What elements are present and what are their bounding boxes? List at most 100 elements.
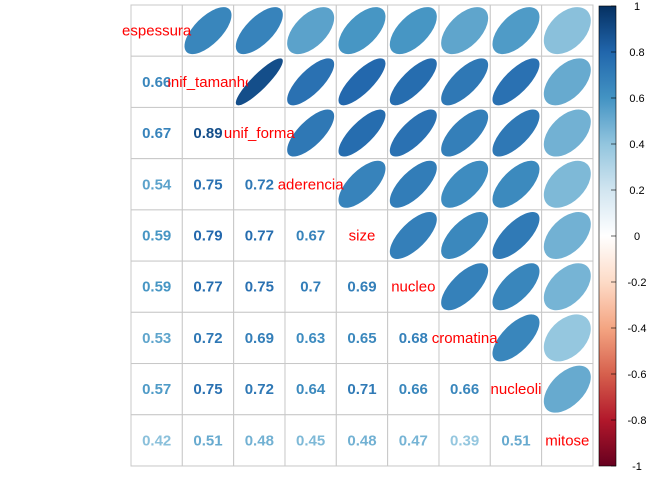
cell xyxy=(130,363,183,416)
cell xyxy=(284,414,337,467)
correlation-value: 0.39 xyxy=(450,432,479,449)
cell xyxy=(130,158,183,211)
correlation-value: 0.72 xyxy=(245,176,274,193)
correlation-ellipse xyxy=(441,211,489,259)
correlation-value: 0.75 xyxy=(193,176,222,193)
cell xyxy=(181,311,235,365)
colorbar-tick-label: -0.8 xyxy=(628,415,647,427)
cell xyxy=(438,311,491,365)
cell xyxy=(130,4,183,57)
correlation-ellipse xyxy=(338,7,386,55)
cell xyxy=(335,311,389,365)
correlation-value: 0.54 xyxy=(142,176,172,193)
correlation-value: 0.65 xyxy=(347,330,376,347)
cell xyxy=(233,209,286,262)
correlation-value: 0.69 xyxy=(347,279,376,296)
correlation-ellipse xyxy=(389,109,437,157)
variable-label: size xyxy=(349,227,376,244)
correlation-value: 0.64 xyxy=(296,381,326,398)
cell xyxy=(541,414,594,467)
cell xyxy=(130,311,183,365)
colorbar-tick-label: -0.4 xyxy=(628,323,647,335)
correlation-value: 0.66 xyxy=(450,381,479,398)
correlation-ellipse xyxy=(441,160,489,208)
correlation-ellipse xyxy=(441,58,489,106)
correlation-ellipse xyxy=(492,211,540,259)
correlation-value: 0.59 xyxy=(142,279,171,296)
correlation-ellipse xyxy=(235,7,283,55)
correlation-value: 0.59 xyxy=(142,227,171,244)
cell xyxy=(387,363,440,416)
correlation-value: 0.68 xyxy=(399,330,428,347)
correlation-ellipse xyxy=(492,263,540,311)
variable-label: mitose xyxy=(545,432,589,449)
colorbar-tick-label: 0.4 xyxy=(629,139,644,151)
correlation-ellipse xyxy=(441,109,489,157)
cell xyxy=(130,55,183,108)
correlation-value: 0.79 xyxy=(193,227,222,244)
correlation-value: 0.89 xyxy=(193,125,222,142)
correlation-value: 0.51 xyxy=(193,432,222,449)
correlation-ellipse xyxy=(543,58,591,106)
correlation-ellipse xyxy=(338,58,386,106)
cell xyxy=(284,209,337,262)
correlation-marks: 0.66 0.67 0.89 0.54 0.75 0.72 0.59 0.79 0.77 0.67… xyxy=(142,7,591,449)
colorbar: 1 0.8 0.6 0.4 0.2 0 -0.2 -0.4 -0.6 -0.8 -1 xyxy=(598,1,647,473)
correlation-value: 0.48 xyxy=(347,432,376,449)
correlation-value: 0.66 xyxy=(399,381,428,398)
colorbar-tick-label: -0.6 xyxy=(628,369,647,381)
correlation-ellipse xyxy=(338,160,386,208)
cell xyxy=(335,414,389,467)
diagonal-labels: espessura unif_tamanho unif_forma aderencia… xyxy=(122,23,589,450)
correlation-value: 0.71 xyxy=(347,381,376,398)
cell xyxy=(438,363,491,416)
correlation-ellipse xyxy=(543,160,591,208)
cell xyxy=(335,363,389,416)
correlation-ellipse xyxy=(287,109,335,157)
variable-label: unif_tamanho xyxy=(163,74,254,91)
cell xyxy=(335,260,389,313)
correlation-value: 0.72 xyxy=(245,381,274,398)
correlation-ellipse xyxy=(543,314,591,362)
correlation-ellipse xyxy=(441,7,489,55)
cell xyxy=(284,363,337,416)
cell xyxy=(284,158,337,211)
correlation-ellipse xyxy=(287,7,335,55)
correlation-ellipse xyxy=(543,109,591,157)
variable-label: cromatina xyxy=(432,330,499,347)
colorbar-tick-label: 0.6 xyxy=(629,93,644,105)
colorbar-tick-label: 0 xyxy=(634,231,640,243)
correlation-ellipse xyxy=(389,7,437,55)
variable-label: aderencia xyxy=(278,176,345,193)
variable-label: unif_forma xyxy=(224,125,296,142)
correlation-value: 0.7 xyxy=(300,279,321,296)
correlation-ellipse xyxy=(492,314,540,362)
correlation-ellipse xyxy=(492,58,540,106)
cell xyxy=(130,414,183,467)
colorbar-tick-label: 1 xyxy=(634,1,640,13)
correlation-ellipse xyxy=(441,263,489,311)
cell xyxy=(181,106,235,160)
cell xyxy=(181,260,235,313)
colorbar-tick-label: -0.2 xyxy=(628,277,647,289)
correlation-value: 0.72 xyxy=(193,330,222,347)
correlation-value: 0.42 xyxy=(142,432,171,449)
variable-label: nucleo xyxy=(391,279,435,296)
correlation-value: 0.77 xyxy=(245,227,274,244)
correlation-ellipse xyxy=(235,58,283,106)
correlation-value: 0.47 xyxy=(399,432,428,449)
correlation-value: 0.63 xyxy=(296,330,325,347)
correlation-value: 0.48 xyxy=(245,432,274,449)
correlation-ellipse xyxy=(389,58,437,106)
correlation-ellipse xyxy=(338,109,386,157)
cell xyxy=(233,363,286,416)
correlation-ellipse xyxy=(287,58,335,106)
cell xyxy=(387,260,440,313)
correlation-ellipse xyxy=(492,109,540,157)
correlation-value: 0.69 xyxy=(245,330,274,347)
cell xyxy=(233,260,286,313)
correlation-ellipse xyxy=(184,7,232,55)
correlation-ellipse xyxy=(492,160,540,208)
cell xyxy=(233,106,286,160)
correlation-value: 0.66 xyxy=(142,74,171,91)
